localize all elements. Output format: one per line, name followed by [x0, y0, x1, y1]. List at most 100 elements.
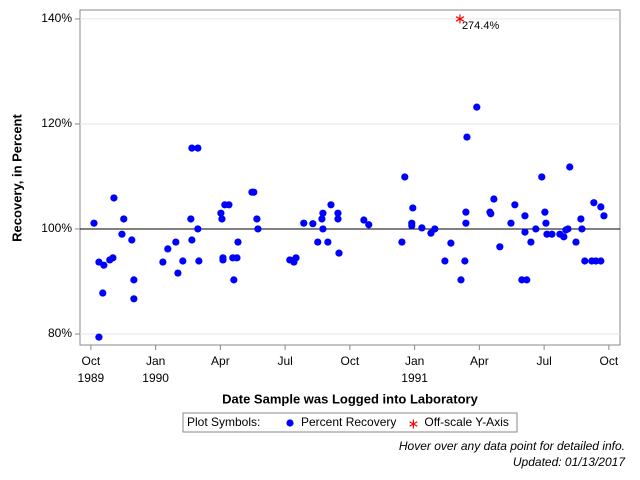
data-point [461, 257, 469, 265]
data-point [398, 238, 406, 246]
footnote: Hover over any data point for detailed i… [399, 439, 625, 453]
data-point [90, 219, 98, 227]
data-point [431, 225, 439, 233]
data-point [130, 276, 138, 284]
data-point [195, 257, 203, 265]
y-tick-label: 80% [48, 326, 72, 340]
data-point [564, 225, 572, 233]
data-point [401, 173, 409, 181]
data-point [219, 256, 227, 264]
data-point [120, 215, 128, 223]
data-point [581, 257, 589, 265]
data-point [597, 203, 605, 211]
data-point [523, 276, 531, 284]
off-scale-point [455, 14, 465, 24]
data-point [319, 209, 327, 217]
data-point [334, 215, 342, 223]
data-point [130, 295, 138, 303]
data-point [324, 238, 332, 246]
x-tick-label: Oct [82, 354, 101, 368]
x-tick-year: 1990 [142, 371, 169, 385]
data-point [318, 215, 326, 223]
data-point [462, 219, 470, 227]
x-tick-label: Apr [470, 354, 489, 368]
data-point [542, 219, 550, 227]
data-point [541, 208, 549, 216]
data-point [234, 238, 242, 246]
legend-label: Percent Recovery [301, 415, 396, 429]
data-point [100, 261, 108, 269]
data-point [600, 212, 608, 220]
data-point [254, 225, 262, 233]
data-point [560, 233, 568, 241]
data-point [174, 269, 182, 277]
x-tick-label: Jul [536, 354, 551, 368]
data-point [292, 254, 300, 262]
data-point [441, 257, 449, 265]
x-axis-label: Date Sample was Logged into Laboratory [222, 391, 478, 406]
x-tick-label: Jul [277, 354, 292, 368]
data-point [462, 208, 470, 216]
data-point [487, 210, 495, 218]
data-point [309, 220, 317, 228]
y-tick-label: 120% [41, 116, 72, 130]
data-point [409, 204, 417, 212]
legend-box [182, 412, 518, 433]
data-point [188, 144, 196, 152]
footnote: Updated: 01/13/2017 [513, 455, 626, 469]
x-tick-label: Apr [211, 354, 230, 368]
data-point [230, 276, 238, 284]
data-point [194, 225, 202, 233]
data-point [463, 133, 471, 141]
y-tick-label: 100% [41, 221, 72, 235]
x-tick-label: Jan [146, 354, 165, 368]
data-point [218, 215, 226, 223]
data-point [164, 245, 172, 253]
data-point [250, 188, 258, 196]
data-point [319, 225, 327, 233]
legend-marker [409, 419, 418, 429]
x-tick-label: Jan [405, 354, 424, 368]
data-point [110, 194, 118, 202]
data-point [511, 201, 519, 209]
data-point [188, 236, 196, 244]
data-point [225, 201, 233, 209]
data-point [457, 276, 465, 284]
data-label: 274.4% [462, 20, 500, 32]
data-point [548, 230, 556, 238]
legend-marker [286, 419, 294, 427]
data-point [527, 238, 535, 246]
y-axis-label: Recovery, in Percent [9, 114, 24, 242]
data-point [300, 219, 308, 227]
data-point [327, 201, 335, 209]
data-point [233, 254, 241, 262]
data-point [418, 224, 426, 232]
data-point [592, 257, 600, 265]
x-tick-year: 1989 [78, 371, 105, 385]
data-point [118, 230, 126, 238]
data-point [597, 257, 605, 265]
data-point [253, 215, 261, 223]
data-point [109, 254, 117, 262]
data-point [507, 219, 515, 227]
data-point [543, 230, 551, 238]
x-tick-label: Oct [600, 354, 619, 368]
data-point [447, 239, 455, 247]
data-point [360, 216, 368, 224]
data-point [187, 215, 195, 223]
y-tick-label: 140% [41, 11, 72, 25]
legend-label: Off-scale Y-Axis [424, 415, 508, 429]
data-point [128, 236, 136, 244]
data-point [365, 221, 373, 229]
data-point [521, 212, 529, 220]
legend-title: Plot Symbols: [187, 415, 260, 429]
data-point [217, 209, 225, 217]
data-point [538, 173, 546, 181]
x-tick-label: Oct [341, 354, 360, 368]
data-point [172, 238, 180, 246]
data-point [532, 225, 540, 233]
data-point [408, 222, 416, 230]
data-point [496, 243, 504, 251]
